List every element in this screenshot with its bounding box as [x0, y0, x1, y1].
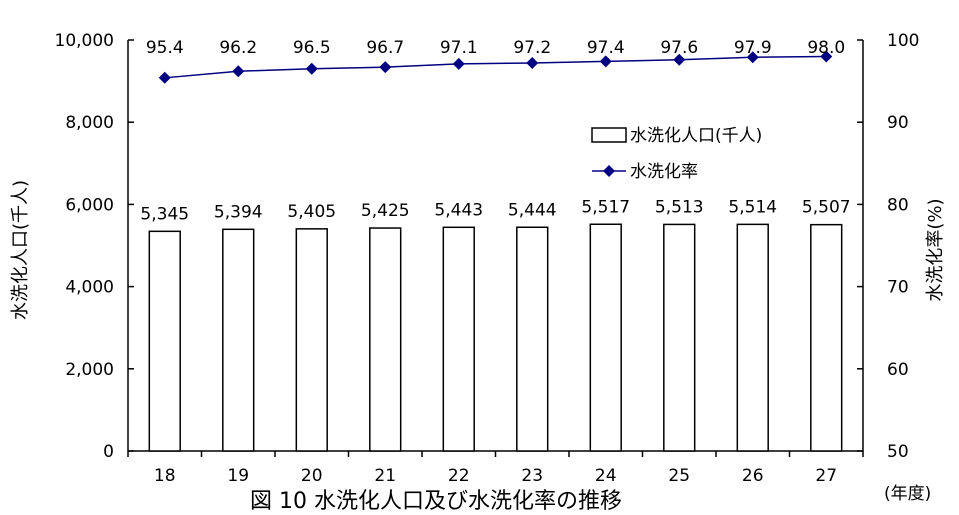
- legend-bar-label: 水洗化人口(千人): [630, 126, 762, 146]
- left-tick-label: 10,000: [55, 31, 114, 51]
- x-tick-label: 26: [742, 466, 764, 486]
- right-tick-label: 70: [887, 278, 909, 298]
- rate-point: [746, 51, 759, 64]
- bar-value-label: 5,405: [287, 202, 336, 222]
- legend-line-label: 水洗化率: [630, 162, 698, 182]
- x-tick-label: 24: [595, 466, 617, 486]
- right-axis-title: 水洗化率(%): [925, 198, 946, 301]
- rate-value-label: 96.5: [293, 38, 331, 58]
- right-tick-label: 80: [887, 195, 909, 215]
- right-tick-label: 50: [887, 442, 909, 462]
- bar: [148, 230, 181, 452]
- x-tick-label: 20: [301, 466, 323, 486]
- left-tick-label: 4,000: [65, 278, 114, 298]
- right-tick-label: 100: [887, 31, 919, 51]
- rate-point: [232, 65, 245, 78]
- bar: [222, 228, 255, 452]
- right-tick-label: 60: [887, 360, 909, 380]
- rate-point: [673, 53, 686, 66]
- rate-value-label: 97.4: [587, 38, 625, 58]
- x-tick-label: 18: [154, 466, 176, 486]
- bar-value-label: 5,517: [581, 197, 630, 217]
- x-tick-label: 27: [815, 466, 837, 486]
- bar-value-label: 5,394: [214, 202, 263, 222]
- rate-value-label: 97.2: [513, 38, 551, 58]
- rate-value-label: 97.1: [440, 38, 478, 58]
- left-axis-ticks: 0 2,000 4,000 6,000 8,000 10,000: [55, 31, 134, 462]
- x-axis-unit: (年度): [884, 484, 931, 504]
- rate-line: [164, 55, 827, 79]
- left-tick-label: 0: [103, 442, 114, 462]
- rate-point: [820, 50, 833, 63]
- left-axis-title: 水洗化人口(千人): [10, 180, 31, 320]
- data-labels: 5,345 5,394 5,405 5,425 5,443 5,444 5,517 5,513…: [140, 38, 850, 224]
- rate-point: [305, 62, 318, 75]
- left-tick-label: 8,000: [65, 113, 114, 133]
- bar: [369, 227, 402, 452]
- left-tick-label: 2,000: [65, 360, 114, 380]
- x-tick-label: 23: [521, 466, 543, 486]
- right-tick-label: 90: [887, 113, 909, 133]
- legend-line-marker: [603, 165, 615, 177]
- bar-value-label: 5,444: [508, 200, 557, 220]
- bar: [589, 223, 622, 452]
- chart-caption: 図 10 水洗化人口及び水洗化率の推移: [250, 489, 622, 514]
- legend-bar-swatch: [591, 127, 627, 143]
- bar: [663, 223, 696, 452]
- bar: [736, 223, 769, 452]
- x-tick-label: 25: [668, 466, 690, 486]
- rate-point: [158, 71, 171, 84]
- bar-value-label: 5,425: [361, 201, 410, 221]
- bar-value-label: 5,345: [140, 204, 189, 224]
- bar-value-label: 5,514: [728, 197, 777, 217]
- rate-point: [379, 61, 392, 74]
- bar: [810, 223, 843, 452]
- x-tick-label: 22: [448, 466, 470, 486]
- rate-value-label: 96.2: [219, 38, 257, 58]
- left-tick-label: 6,000: [65, 195, 114, 215]
- legend: 水洗化人口(千人) 水洗化率: [591, 126, 762, 182]
- line-series: [158, 50, 833, 84]
- rate-value-label: 97.9: [734, 38, 772, 58]
- rate-point: [452, 57, 465, 70]
- bar-value-label: 5,443: [434, 200, 483, 220]
- bar-value-label: 5,513: [655, 197, 704, 217]
- rate-value-label: 96.7: [366, 38, 404, 58]
- bar: [516, 226, 549, 452]
- rate-point: [599, 55, 612, 68]
- x-tick-label: 19: [227, 466, 249, 486]
- rate-value-label: 98.0: [807, 38, 845, 58]
- bar-series: [148, 223, 843, 452]
- rate-value-label: 97.6: [660, 38, 698, 58]
- rate-point: [526, 57, 539, 70]
- right-axis-ticks: 50 60 70 80 90 100: [857, 31, 919, 462]
- bar: [295, 228, 328, 452]
- x-tick-label: 21: [374, 466, 396, 486]
- x-axis-ticks: 18 19 20 21 22 23 24 25 26 27: [127, 451, 864, 486]
- rate-value-label: 95.4: [146, 38, 184, 58]
- bar-value-label: 5,507: [802, 198, 851, 218]
- bar: [442, 226, 475, 452]
